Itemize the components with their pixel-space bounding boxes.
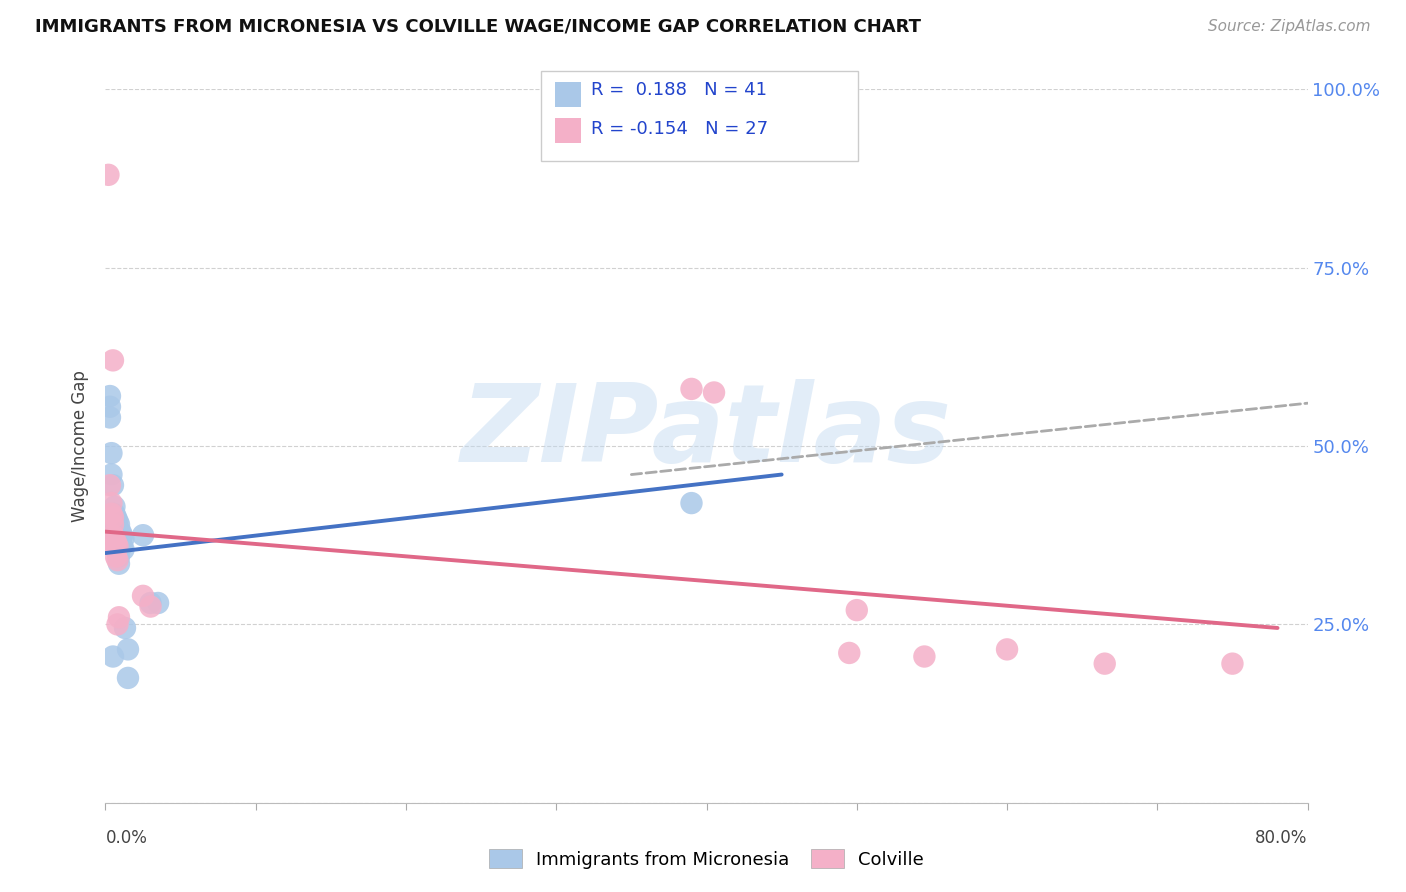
Point [139, 599, 162, 614]
Point [98, 389, 121, 403]
Point [104, 524, 127, 539]
Point [108, 549, 131, 564]
Point [681, 382, 703, 396]
Text: 80.0%: 80.0% [1256, 829, 1308, 847]
Point [100, 507, 122, 521]
Text: R =  0.188   N = 41: R = 0.188 N = 41 [591, 81, 766, 99]
Point [117, 671, 139, 685]
Point [98, 410, 121, 425]
Point [132, 589, 155, 603]
Point [107, 514, 129, 528]
Point [845, 603, 868, 617]
Point [101, 517, 124, 532]
Point [103, 514, 125, 528]
Point [838, 646, 860, 660]
Point [146, 596, 169, 610]
Point [103, 507, 125, 521]
Point [103, 539, 125, 553]
Point [104, 542, 127, 557]
Point [97, 168, 120, 182]
Point [110, 539, 132, 553]
Point [98, 400, 121, 414]
Point [107, 546, 129, 560]
Point [101, 528, 124, 542]
Point [703, 385, 725, 400]
Point [112, 542, 135, 557]
Point [132, 528, 155, 542]
Point [107, 539, 129, 553]
Point [110, 532, 132, 546]
Legend: Immigrants from Micronesia, Colville: Immigrants from Micronesia, Colville [482, 841, 931, 876]
Point [110, 524, 132, 539]
Point [104, 510, 127, 524]
Point [98, 478, 121, 492]
Point [108, 524, 131, 539]
Point [139, 596, 162, 610]
Point [107, 539, 129, 553]
Point [104, 517, 127, 532]
Point [107, 521, 129, 535]
Point [101, 649, 124, 664]
Text: ZIPatlas: ZIPatlas [461, 379, 952, 484]
Point [100, 446, 122, 460]
Point [100, 467, 122, 482]
Point [111, 528, 134, 542]
Point [107, 553, 129, 567]
Point [912, 649, 935, 664]
Text: R = -0.154   N = 27: R = -0.154 N = 27 [591, 120, 768, 137]
Point [108, 532, 131, 546]
Point [100, 496, 122, 510]
Point [104, 535, 127, 549]
Text: 0.0%: 0.0% [105, 829, 148, 847]
Point [107, 528, 129, 542]
Point [107, 617, 129, 632]
Point [681, 496, 703, 510]
Point [107, 535, 129, 549]
Point [112, 532, 135, 546]
Point [101, 510, 124, 524]
Point [104, 532, 127, 546]
Point [103, 532, 125, 546]
Point [108, 539, 131, 553]
Point [104, 549, 127, 564]
Point [101, 353, 124, 368]
Point [114, 621, 136, 635]
Y-axis label: Wage/Income Gap: Wage/Income Gap [72, 370, 90, 522]
Point [108, 610, 131, 624]
Text: IMMIGRANTS FROM MICRONESIA VS COLVILLE WAGE/INCOME GAP CORRELATION CHART: IMMIGRANTS FROM MICRONESIA VS COLVILLE W… [35, 17, 921, 35]
Point [103, 500, 125, 514]
Point [101, 478, 124, 492]
Point [1222, 657, 1244, 671]
Point [117, 642, 139, 657]
Point [111, 539, 134, 553]
Point [995, 642, 1018, 657]
Point [108, 557, 131, 571]
Text: Source: ZipAtlas.com: Source: ZipAtlas.com [1208, 20, 1371, 34]
Point [1094, 657, 1116, 671]
Point [108, 517, 131, 532]
